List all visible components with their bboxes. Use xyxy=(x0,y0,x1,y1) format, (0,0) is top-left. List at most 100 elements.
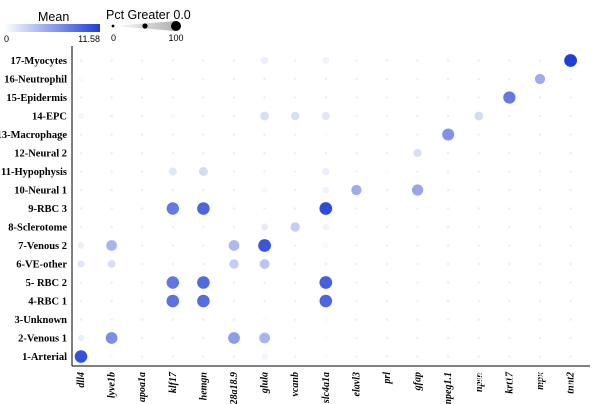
dot-7-venous-2-glula xyxy=(258,239,271,252)
column-labels: dll4 lyve1b apoa1a klf17 hemgn -28a18.9 glula v… xyxy=(76,371,577,404)
background-dot xyxy=(79,151,83,155)
background-dot xyxy=(171,188,175,192)
background-dot xyxy=(385,318,389,321)
background-dot xyxy=(416,355,419,358)
pct-legend-max: 100 xyxy=(168,33,183,43)
background-dot xyxy=(140,244,144,247)
background-dot xyxy=(110,281,113,284)
background-dot xyxy=(110,225,113,229)
background-dot xyxy=(569,336,572,340)
background-dot xyxy=(569,188,572,192)
column-label-glula: glula xyxy=(260,372,271,394)
background-dot xyxy=(263,207,266,210)
background-dot xyxy=(416,133,419,136)
background-dot xyxy=(263,77,266,81)
background-dot xyxy=(140,207,144,210)
background-dot xyxy=(79,225,83,229)
dot-2-venous-1-glula xyxy=(259,332,270,344)
background-dot xyxy=(477,299,481,303)
background-dot xyxy=(355,96,358,99)
background-dot xyxy=(140,336,144,340)
column-label-28a18-9: -28a18.9 xyxy=(229,372,240,404)
background-dot xyxy=(508,170,511,173)
background-dot xyxy=(416,336,419,340)
background-dot xyxy=(416,96,419,99)
background-dot xyxy=(385,114,389,118)
background-dot xyxy=(79,299,83,303)
background-dot xyxy=(171,133,175,136)
dot-16-neutrophil-mpx xyxy=(534,73,546,85)
background-dot xyxy=(385,244,389,247)
background-dot xyxy=(569,96,572,99)
background-dot xyxy=(79,281,83,284)
background-dot xyxy=(232,188,236,192)
background-dot xyxy=(569,114,572,118)
background-dot xyxy=(508,133,511,136)
background-dot xyxy=(355,59,358,62)
background-dot xyxy=(569,262,572,266)
dot-7-venous-2-lyve1b xyxy=(106,240,117,251)
background-dot xyxy=(569,207,572,210)
background-dot xyxy=(569,299,572,303)
background-dot xyxy=(477,77,481,81)
background-dot xyxy=(446,151,450,155)
background-dot xyxy=(446,299,450,303)
background-dot xyxy=(508,318,511,321)
row-label-16-neutrophil: 16-Neutrophil xyxy=(4,75,67,86)
dot-14-epc-dll4 xyxy=(77,112,85,120)
dot-13-macrophage-slc4a1a xyxy=(323,131,329,138)
background-dot xyxy=(293,281,297,284)
background-dot xyxy=(385,188,389,192)
background-dot xyxy=(385,151,389,155)
background-dot xyxy=(508,225,511,229)
background-dot xyxy=(508,355,511,358)
row-label-17-myocytes: 17-Myocytes xyxy=(10,56,67,67)
background-dot xyxy=(385,207,389,210)
background-dot xyxy=(569,318,572,321)
background-dot xyxy=(538,281,542,284)
background-dot xyxy=(538,114,542,118)
background-dot xyxy=(355,133,358,136)
background-dot xyxy=(477,170,481,173)
dot-12-neural-2-gfap xyxy=(413,148,422,158)
background-dot xyxy=(263,96,266,99)
background-dot xyxy=(355,170,358,173)
background-dot xyxy=(477,336,481,340)
dot-14-epc-npsn xyxy=(474,111,484,121)
column-label-dll4: dll4 xyxy=(76,372,87,388)
background-dot xyxy=(355,299,358,303)
background-dot xyxy=(293,77,297,81)
background-dot xyxy=(416,59,419,62)
background-dot xyxy=(171,244,175,247)
background-dot xyxy=(232,133,236,136)
background-dot xyxy=(202,77,205,81)
row-label-7-venous-2: 7-Venous 2 xyxy=(18,241,67,252)
background-dot xyxy=(79,59,83,62)
column-label-klf17: klf17 xyxy=(168,371,179,393)
background-dot xyxy=(140,262,144,266)
dot-7-venous-2-slc4a1a xyxy=(323,242,329,249)
background-dot xyxy=(508,59,511,62)
background-dot xyxy=(355,244,358,247)
background-dot xyxy=(355,77,358,81)
background-dot xyxy=(416,225,419,229)
background-dot xyxy=(293,96,297,99)
background-dot xyxy=(324,262,328,266)
background-dot xyxy=(477,318,481,321)
background-dot xyxy=(202,151,205,155)
background-dot xyxy=(232,355,236,358)
background-dot xyxy=(110,114,113,118)
row-label-14-epc: 14-EPC xyxy=(32,112,67,123)
dot-4-rbc-1-slc4a1a xyxy=(319,294,333,308)
pct-size-dot-small xyxy=(111,24,115,28)
background-dot xyxy=(538,244,542,247)
background-dot xyxy=(202,96,205,99)
dot-7-venous-2-28a18-9 xyxy=(228,240,240,251)
background-dot xyxy=(263,299,266,303)
column-label-npsn: npsn xyxy=(474,372,485,392)
row-label-12-neural-2: 12-Neural 2 xyxy=(14,149,67,160)
background-dot xyxy=(293,244,297,247)
dot-9-rbc-3-hemgn xyxy=(197,202,210,215)
dot-1-arterial-slc4a1a xyxy=(323,353,329,360)
